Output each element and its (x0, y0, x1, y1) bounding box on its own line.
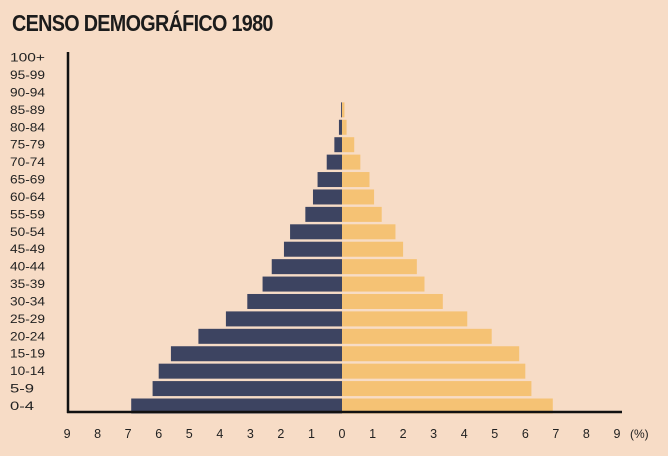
x-tick-1: 1 (369, 427, 376, 441)
x-unit-label: (%) (630, 427, 649, 441)
bar-left-40-44 (271, 259, 342, 275)
bar-right-75-79 (342, 137, 355, 153)
bar-left-30-34 (247, 293, 342, 309)
x-tick-neg6: 6 (155, 427, 162, 441)
bar-right-65-69 (342, 172, 370, 188)
bar-right-30-34 (342, 293, 443, 309)
age-label-55-59: 55-59 (10, 207, 45, 221)
bar-left-35-39 (262, 276, 342, 292)
bar-left-10-14 (158, 363, 342, 379)
bar-right-15-19 (342, 346, 520, 362)
bar-right-40-44 (342, 259, 417, 275)
age-label-80-84: 80-84 (10, 120, 45, 134)
x-tick-neg8: 8 (94, 427, 101, 441)
age-label-65-69: 65-69 (10, 173, 45, 187)
bar-left-50-54 (290, 224, 342, 240)
age-label-90-94: 90-94 (10, 85, 45, 99)
x-tick-4: 4 (461, 427, 468, 441)
age-label-45-49: 45-49 (10, 242, 45, 256)
bar-left-15-19 (170, 346, 342, 362)
age-label-0-4: 0-4 (10, 399, 34, 413)
x-ticks-group: 9 8 7 6 5 4 3 2 1 0 1 2 3 4 5 6 7 8 9 (64, 427, 621, 441)
bar-left-80-84 (338, 119, 342, 135)
bar-left-70-74 (326, 154, 342, 170)
bar-right-70-74 (342, 154, 361, 170)
bar-left-65-69 (317, 172, 342, 188)
age-label-10-14: 10-14 (10, 364, 45, 378)
x-tick-8: 8 (583, 427, 590, 441)
age-labels-group: 0-4 5-9 10-14 15-19 20-24 25-29 30-34 35-39 40-4… (10, 51, 45, 413)
age-label-40-44: 40-44 (10, 260, 45, 274)
bar-left-55-59 (305, 206, 342, 222)
age-label-15-19: 15-19 (10, 347, 45, 361)
age-label-50-54: 50-54 (10, 225, 45, 239)
bar-right-50-54 (342, 224, 396, 240)
bar-left-5-9 (152, 381, 342, 397)
bar-right-0-4 (342, 398, 553, 414)
bar-left-75-79 (334, 137, 342, 153)
age-label-85-89: 85-89 (10, 103, 45, 117)
age-label-60-64: 60-64 (10, 190, 45, 204)
bar-right-80-84 (342, 119, 347, 135)
bar-left-45-49 (283, 241, 342, 257)
age-label-25-29: 25-29 (10, 312, 45, 326)
x-tick-5: 5 (491, 427, 498, 441)
bar-right-85-89 (342, 102, 345, 118)
bar-right-10-14 (342, 363, 526, 379)
bar-right-45-49 (342, 241, 404, 257)
age-label-95-99: 95-99 (10, 68, 45, 82)
bar-right-35-39 (342, 276, 425, 292)
x-tick-0: 0 (339, 427, 346, 441)
x-tick-9: 9 (613, 427, 620, 441)
bar-left-25-29 (225, 311, 342, 327)
x-tick-neg5: 5 (186, 427, 193, 441)
bar-left-60-64 (312, 189, 342, 205)
age-label-5-9: 5-9 (10, 382, 34, 396)
bar-left-85-89 (341, 102, 342, 118)
x-tick-neg3: 3 (247, 427, 254, 441)
bar-right-60-64 (342, 189, 375, 205)
x-tick-neg4: 4 (216, 427, 223, 441)
x-tick-3: 3 (430, 427, 437, 441)
age-label-75-79: 75-79 (10, 138, 45, 152)
x-tick-neg7: 7 (125, 427, 132, 441)
age-label-20-24: 20-24 (10, 329, 45, 343)
x-tick-neg1: 1 (308, 427, 315, 441)
x-tick-neg2: 2 (277, 427, 284, 441)
chart-title: CENSO DEMOGRÁFICO 1980 (12, 10, 273, 36)
bar-right-25-29 (342, 311, 468, 327)
bar-left-20-24 (198, 328, 342, 344)
age-label-35-39: 35-39 (10, 277, 45, 291)
x-tick-6: 6 (522, 427, 529, 441)
bar-left-0-4 (131, 398, 342, 414)
bars-group (131, 102, 553, 414)
age-label-30-34: 30-34 (10, 294, 45, 308)
x-tick-2: 2 (400, 427, 407, 441)
bar-right-20-24 (342, 328, 492, 344)
x-tick-neg9: 9 (64, 427, 71, 441)
age-label-70-74: 70-74 (10, 155, 45, 169)
age-label-100+: 100+ (10, 51, 45, 65)
x-tick-7: 7 (552, 427, 559, 441)
bar-right-55-59 (342, 206, 382, 222)
bar-right-5-9 (342, 381, 532, 397)
